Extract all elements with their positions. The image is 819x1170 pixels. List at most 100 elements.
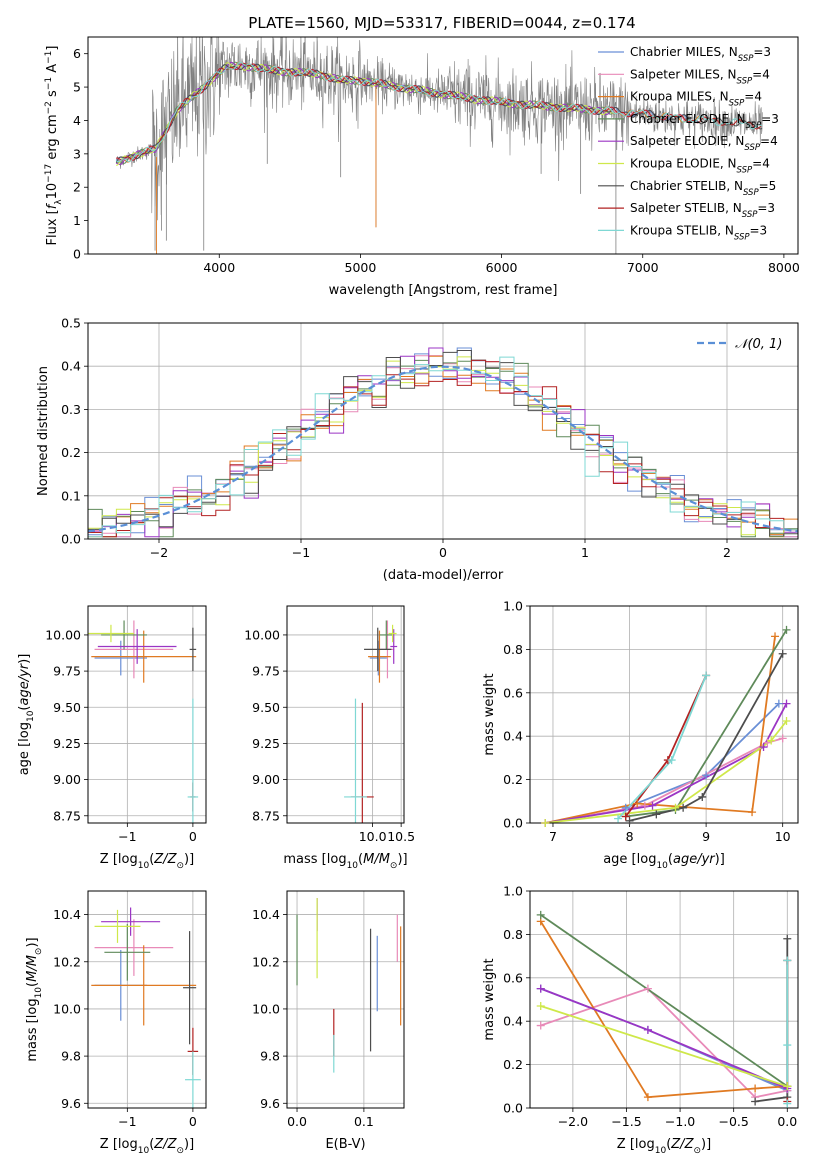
y-tick-label: 0.2 [503, 772, 523, 787]
legend-label-chabrier-stelib: Chabrier STELIB, NSSP=5 [630, 179, 776, 198]
x-axis-label: age [log10(age/yr)] [603, 852, 725, 871]
x-axis-label: (data-model)/error [383, 568, 504, 583]
series-marker-kroupa-elodie [541, 819, 550, 827]
label-part: 10 [138, 861, 150, 871]
series-line-salpeter-miles [540, 987, 788, 1099]
series-marker-chabrier-miles [702, 771, 711, 780]
label-part: log [637, 852, 657, 867]
label-part: λ [54, 199, 64, 205]
x-tick-label: −1.0 [665, 1114, 695, 1129]
label-part: ⊙ [176, 861, 184, 871]
legend-sub: SSP [737, 76, 753, 86]
series-marker-kroupa-stelib [783, 956, 792, 965]
label-part: )] [397, 852, 407, 867]
label-part: log [118, 852, 138, 867]
y-tick-label: 9.8 [61, 1049, 81, 1064]
mass-vs-ebv-plot-area [296, 898, 402, 1073]
legend-count: =5 [759, 179, 777, 193]
series-marker-salpeter-stelib [621, 812, 630, 821]
label-part: ⊙ [693, 1146, 701, 1156]
age-vs-z-frame [87, 605, 207, 824]
series-marker-kroupa-miles [771, 632, 780, 641]
y-tick-label: 0.3 [61, 402, 81, 417]
y-tick-label: 9.75 [53, 664, 81, 679]
series-marker-salpeter-elodie [782, 699, 791, 708]
series-line-salpeter-elodie [545, 703, 788, 823]
spectrum-plot-area [115, 37, 763, 254]
series-line-chabrier-elodie [540, 914, 788, 1088]
series-marker-salpeter-elodie [536, 984, 545, 993]
series-marker-chabrier-miles [774, 699, 783, 708]
label-part: 10 [655, 1146, 667, 1156]
mass-vs-ebv-panel: 0.0 0.1 9.6 9.8 10.0 10.2 10.4 [252, 890, 405, 1129]
mass-vs-z-frame [87, 890, 207, 1109]
series-line-kroupa-elodie [545, 720, 788, 823]
label-part: ( [149, 852, 154, 867]
series-marker-chabrier-elodie [782, 625, 791, 634]
legend-label-normal: 𝒩(0, 1) [735, 337, 782, 352]
y-tick-label: 0.1 [61, 488, 81, 503]
series-marker-kroupa-stelib [667, 756, 676, 765]
label-part: 10 [347, 861, 359, 871]
series-marker-chabrier-miles [621, 803, 630, 812]
series-marker-chabrier-stelib [751, 1097, 760, 1106]
y-tick-label: 0.5 [61, 316, 81, 331]
age-vs-z-plot-area [88, 620, 199, 823]
legend-count: =3 [761, 112, 779, 126]
y-tick-label: 9.50 [252, 700, 280, 715]
series-marker-chabrier-stelib [625, 816, 634, 825]
series-marker-kroupa-stelib [702, 671, 711, 680]
label-part: Flux [ [45, 209, 60, 245]
figure-title: PLATE=1560, MJD=53317, FIBERID=0044, z=0… [248, 14, 635, 32]
y-tick-label: 0.8 [503, 642, 523, 657]
y-tick-label: 9.8 [260, 1049, 280, 1064]
x-tick-label: 0.0 [287, 1114, 307, 1129]
x-tick-label: 5000 [345, 260, 377, 275]
label-part: f [45, 202, 60, 209]
mass-vs-ebv-frame [286, 890, 405, 1109]
series-marker-chabrier-stelib [652, 810, 661, 819]
legend-model: Kroupa MILES, N [630, 90, 729, 104]
label-part: ( [358, 852, 363, 867]
series-line-kroupa-miles [539, 920, 788, 1099]
y-tick-label: 9.00 [252, 772, 280, 787]
legend-model: Salpeter STELIB, N [630, 201, 742, 215]
histogram-salpeter-stelib [88, 359, 798, 539]
series-marker-kroupa-elodie [782, 717, 791, 726]
y-tick-label: 0.2 [503, 1057, 523, 1072]
label-part: −1 [44, 77, 54, 90]
mass-weight-vs-age-panel: 7 8 9 10 0.0 0.2 0.4 0.6 0.8 1.0 [503, 599, 799, 844]
label-part: )] [184, 852, 194, 867]
legend-label-chabrier-elodie: Chabrier ELODIE, NSSP=3 [630, 112, 779, 131]
legend-sub: SSP [737, 166, 753, 176]
y-tick-label: 10.00 [45, 627, 81, 642]
label-part: 10 [138, 1146, 150, 1156]
legend-model: Chabrier MILES, N [630, 45, 738, 59]
x-tick-label: 7000 [627, 260, 659, 275]
model-line-chabrier-stelib [115, 63, 763, 163]
label-part: −17 [44, 164, 54, 183]
legend-label-kroupa-elodie: Kroupa ELODIE, NSSP=4 [630, 157, 770, 176]
y-tick-label: 9.25 [252, 736, 280, 751]
x-tick-label: 0 [189, 1114, 197, 1129]
y-tick-label: 0.4 [503, 1014, 523, 1029]
legend-label-salpeter-elodie: Salpeter ELODIE, NSSP=4 [630, 134, 778, 153]
x-tick-label: 0.0 [777, 1114, 797, 1129]
legend-count: =3 [757, 201, 775, 215]
label-part: Z/Z [153, 852, 177, 867]
y-axis-label: mass [log10(M/M⊙)] [25, 937, 44, 1061]
age-vs-mass-frame [286, 605, 405, 824]
label-part: ( [17, 706, 32, 711]
x-axis-label: E(B-V) [325, 1137, 365, 1152]
label-part: 10 [34, 987, 44, 999]
series-marker-kroupa-elodie [536, 1002, 545, 1011]
y-tick-label: 9.00 [53, 772, 81, 787]
label-part: mass [ [25, 1018, 40, 1061]
label-part: ⊙ [34, 948, 44, 956]
legend-model: Kroupa ELODIE, N [630, 157, 737, 171]
series-marker-kroupa-elodie [783, 1082, 792, 1091]
label-part: M/M [25, 955, 40, 982]
series-marker-kroupa-miles [643, 1093, 652, 1102]
legend-count: =4 [744, 90, 762, 104]
series-marker-kroupa-miles [751, 1084, 760, 1093]
